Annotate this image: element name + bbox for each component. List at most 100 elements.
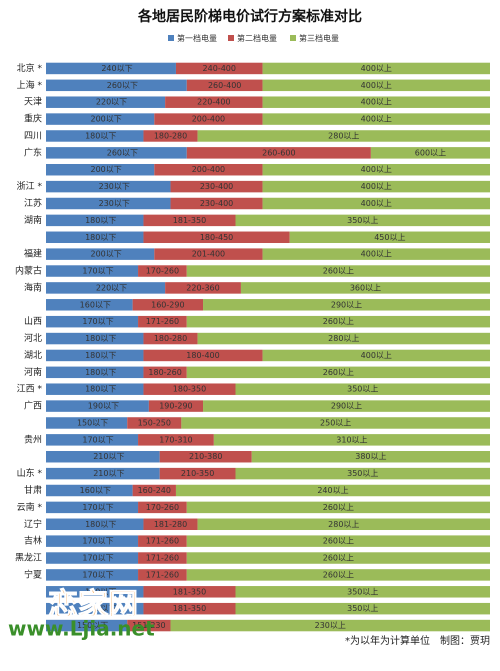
- bar-segment: [46, 79, 187, 92]
- bar-segment: [46, 450, 160, 463]
- legend-swatch: [228, 35, 234, 41]
- y-tick-label: 山东 *: [17, 467, 43, 479]
- bar-segment: [138, 569, 187, 581]
- value-label: 290以上: [331, 402, 362, 411]
- value-label: 201-400: [192, 250, 225, 259]
- bar-segment: [186, 569, 490, 581]
- value-label: 260以上: [323, 570, 354, 579]
- value-label: 190-290: [159, 402, 192, 411]
- y-tick-label: 北京 *: [17, 62, 43, 74]
- bar-segment: [148, 400, 204, 412]
- bar-segment: [46, 299, 133, 311]
- value-label: 230以下: [99, 182, 130, 191]
- y-tick-label: 黑龙江: [15, 552, 42, 564]
- value-label: 181-350: [173, 604, 206, 613]
- value-label: 230以下: [99, 199, 130, 208]
- value-label: 210以下: [93, 452, 124, 461]
- value-label: 220-360: [186, 283, 219, 292]
- bar-segment: [186, 147, 371, 159]
- plot: 第一档电量 第二档电量 第三档电量 240以下 240-400 400以上 北京 * 260以…: [15, 33, 491, 632]
- value-label: 230以上: [315, 621, 346, 630]
- y-tick-label: 贵州: [24, 433, 42, 445]
- legend-swatch: [168, 35, 174, 41]
- value-label: 180-450: [200, 233, 233, 242]
- y-tick-label: 湖南: [24, 214, 42, 226]
- bar-segment: [175, 484, 490, 497]
- value-label: 170以下: [82, 570, 113, 579]
- bar-segment: [235, 602, 490, 615]
- bar-segment: [138, 535, 187, 547]
- value-label: 180以下: [85, 587, 116, 596]
- bar-segment: [262, 79, 490, 92]
- value-label: 400以上: [361, 199, 392, 208]
- value-label: 260以上: [323, 554, 354, 563]
- bar-segment: [240, 282, 490, 294]
- value-label: 170以下: [82, 435, 113, 444]
- value-label: 181-280: [154, 520, 187, 529]
- bar-segment: [165, 282, 241, 294]
- bar-segment: [170, 619, 490, 632]
- value-label: 400以上: [361, 115, 392, 124]
- value-label: 260以上: [323, 503, 354, 512]
- value-label: 210-350: [181, 469, 214, 478]
- bar-segment: [262, 197, 490, 210]
- value-label: 260以上: [323, 267, 354, 276]
- value-label: 230-400: [200, 199, 233, 208]
- value-label: 350以上: [347, 385, 378, 394]
- y-tick-label: 辽宁: [24, 518, 42, 530]
- bar-segment: [143, 130, 198, 142]
- bar-segment: [262, 163, 490, 176]
- value-label: 260以下: [107, 148, 138, 157]
- value-label: 260以上: [323, 368, 354, 377]
- bar-segment: [138, 265, 187, 277]
- bar-segment: [143, 349, 263, 362]
- value-label: 290以上: [331, 300, 362, 309]
- bar-segment: [213, 434, 491, 446]
- bar-segment: [170, 197, 263, 210]
- value-label: 220以下: [96, 98, 127, 107]
- bar-segment: [262, 248, 490, 260]
- bar-segment: [46, 214, 144, 227]
- bar-segment: [46, 434, 139, 446]
- value-label: 350以上: [347, 469, 378, 478]
- bar-segment: [46, 96, 166, 108]
- value-label: 260-400: [208, 81, 241, 90]
- y-tick-label: 河北: [24, 332, 42, 344]
- bar-segment: [289, 231, 490, 244]
- bar-segment: [46, 163, 155, 176]
- value-label: 180以下: [85, 233, 116, 242]
- bar-segment: [46, 248, 155, 260]
- value-label: 210以下: [93, 469, 124, 478]
- value-label: 400以上: [361, 81, 392, 90]
- value-label: 180以下: [85, 604, 116, 613]
- legend-label: 第二档电量: [237, 33, 277, 43]
- value-label: 180以下: [85, 385, 116, 394]
- value-label: 170-310: [159, 435, 192, 444]
- y-tick-label: 甘肃: [24, 484, 42, 496]
- value-label: 350以上: [347, 587, 378, 596]
- watermark-url: www.Ljia.net: [8, 617, 155, 641]
- value-label: 400以上: [361, 98, 392, 107]
- value-label: 150以下: [77, 418, 108, 427]
- value-label: 171-260: [146, 570, 179, 579]
- value-label: 170-260: [146, 267, 179, 276]
- y-tick-label: 广西: [24, 400, 42, 412]
- bar-segment: [143, 332, 198, 345]
- bar-segment: [46, 231, 144, 244]
- bar-segment: [154, 113, 263, 125]
- value-label: 240-400: [203, 64, 236, 73]
- y-tick-label: 天津: [24, 97, 42, 108]
- bar-segment: [46, 366, 144, 379]
- bar-segment: [143, 231, 290, 244]
- value-label: 260以上: [323, 537, 354, 546]
- bar-segment: [143, 214, 236, 227]
- value-label: 180以下: [85, 216, 116, 225]
- value-label: 171-260: [146, 537, 179, 546]
- bar-segment: [370, 147, 490, 159]
- bar-segment: [197, 130, 491, 142]
- bar-segment: [46, 602, 144, 615]
- value-label: 350以上: [347, 604, 378, 613]
- bar-segment: [203, 299, 490, 311]
- bar-segment: [262, 62, 490, 75]
